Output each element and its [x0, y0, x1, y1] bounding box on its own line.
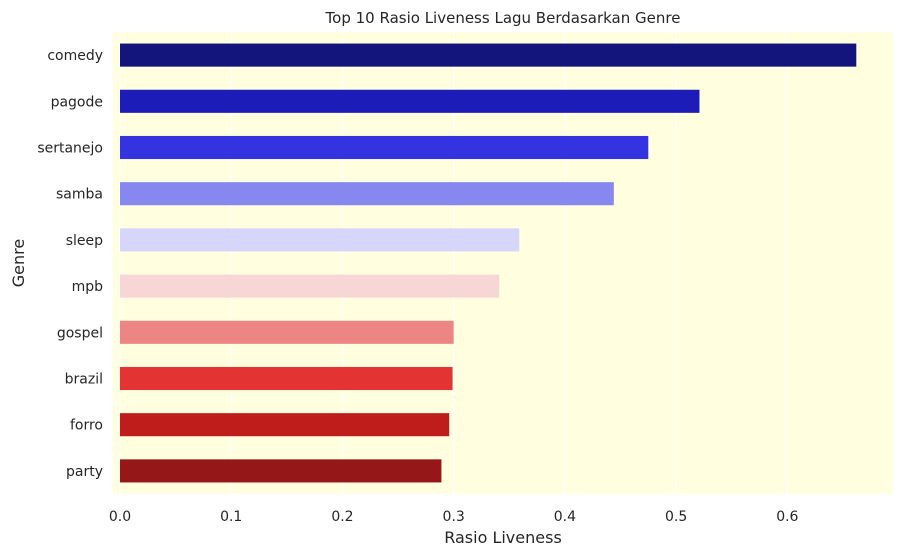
y-axis-label: Genre	[9, 239, 28, 287]
x-tick-label: 0.6	[776, 509, 798, 525]
x-tick-label: 0.2	[331, 509, 353, 525]
x-tick-label: 0.1	[220, 509, 242, 525]
bar-forro	[120, 413, 450, 437]
bar-brazil	[120, 366, 453, 391]
bar-comedy	[120, 43, 857, 67]
bars	[120, 43, 857, 483]
x-tick-labels: 0.0 0.1 0.2 0.3 0.4 0.5 0.6	[109, 509, 799, 525]
y-tick-label: samba	[56, 187, 103, 203]
bar-party	[120, 459, 442, 483]
bar-sertanejo	[120, 135, 649, 160]
y-tick-label: pagode	[51, 94, 103, 110]
bar-pagode	[120, 89, 700, 113]
y-tick-label: forro	[70, 418, 103, 434]
y-tick-label: gospel	[57, 325, 103, 341]
y-tick-label: comedy	[47, 48, 103, 64]
chart-title: Top 10 Rasio Liveness Lagu Berdasarkan G…	[325, 9, 681, 27]
x-tick-label: 0.5	[665, 509, 687, 525]
y-tick-label: sleep	[66, 233, 103, 249]
y-tick-label: brazil	[65, 372, 103, 388]
bar-samba	[120, 182, 614, 206]
y-tick-label: sertanejo	[37, 141, 103, 157]
bar-mpb	[120, 274, 500, 298]
y-tick-labels: comedy pagode sertanejo samba sleep mpb gospel…	[37, 48, 103, 480]
x-tick-label: 0.0	[109, 509, 131, 525]
x-axis-label: Rasio Liveness	[444, 528, 562, 547]
bar-gospel	[120, 320, 454, 344]
y-tick-label: party	[66, 464, 103, 480]
bar-sleep	[120, 228, 520, 252]
y-tick-label: mpb	[72, 279, 104, 295]
x-tick-label: 0.4	[554, 509, 576, 525]
x-tick-label: 0.3	[443, 509, 465, 525]
